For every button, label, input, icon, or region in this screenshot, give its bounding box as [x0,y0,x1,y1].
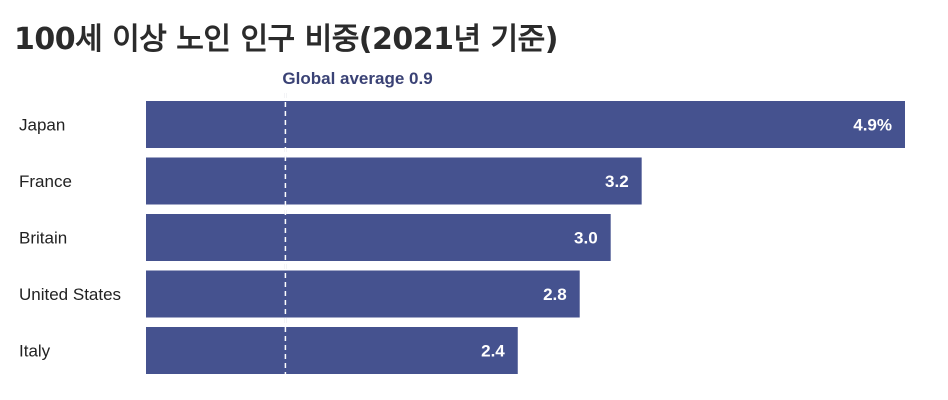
bar-united-states [146,270,580,318]
category-label-britain: Britain [19,229,67,248]
bar-japan [146,101,905,148]
bar-italy [146,327,518,374]
chart-title: 100세 이상 노인 인구 비중(2021년 기준) [14,22,558,57]
category-label-italy: Italy [19,342,51,361]
bar-france [146,157,642,205]
value-label-united-states: 2.8 [543,285,567,304]
value-label-france: 3.2 [605,172,629,191]
value-label-britain: 3.0 [574,229,598,248]
value-label-japan: 4.9% [853,116,892,135]
global-average-label: Global average 0.9 [282,69,432,88]
category-label-japan: Japan [19,116,65,135]
category-label-france: France [19,172,72,191]
bar-britain [146,214,611,261]
category-label-united-states: United States [19,285,121,304]
value-label-italy: 2.4 [481,342,505,361]
